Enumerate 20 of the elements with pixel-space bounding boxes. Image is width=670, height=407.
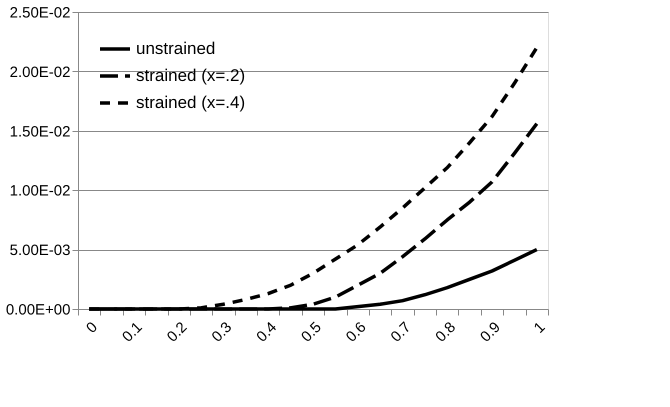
y-tick-label: 0.00E+00 bbox=[6, 302, 70, 318]
x-tick-label: 0.9 bbox=[477, 318, 504, 346]
y-tick-label: 2.50E-02 bbox=[10, 4, 70, 22]
x-tick-label: 0.8 bbox=[432, 318, 460, 346]
x-tick-label: 0.4 bbox=[253, 318, 280, 346]
y-tick-label: 5.00E-03 bbox=[10, 242, 70, 260]
y-tick-label: 1.00E-02 bbox=[10, 182, 70, 200]
legend-label: strained (x=.4) bbox=[136, 93, 246, 112]
x-tick-label: 0.3 bbox=[208, 318, 236, 346]
x-tick-label: 0.7 bbox=[388, 318, 414, 346]
x-tick-label: 0.2 bbox=[164, 318, 191, 346]
legend-label: unstrained bbox=[136, 39, 216, 58]
x-tick-label: 0.1 bbox=[118, 318, 146, 346]
y-tick-label: 1.50E-02 bbox=[10, 123, 70, 140]
x-tick-label: 1 bbox=[530, 318, 549, 337]
x-tick-label: 0 bbox=[83, 318, 102, 337]
x-tick-label: 0.6 bbox=[342, 318, 370, 346]
x-tick-label: 0.5 bbox=[298, 318, 325, 346]
y-tick-label: 2.00E-02 bbox=[10, 64, 70, 81]
legend-label: strained (x=.2) bbox=[136, 66, 246, 85]
